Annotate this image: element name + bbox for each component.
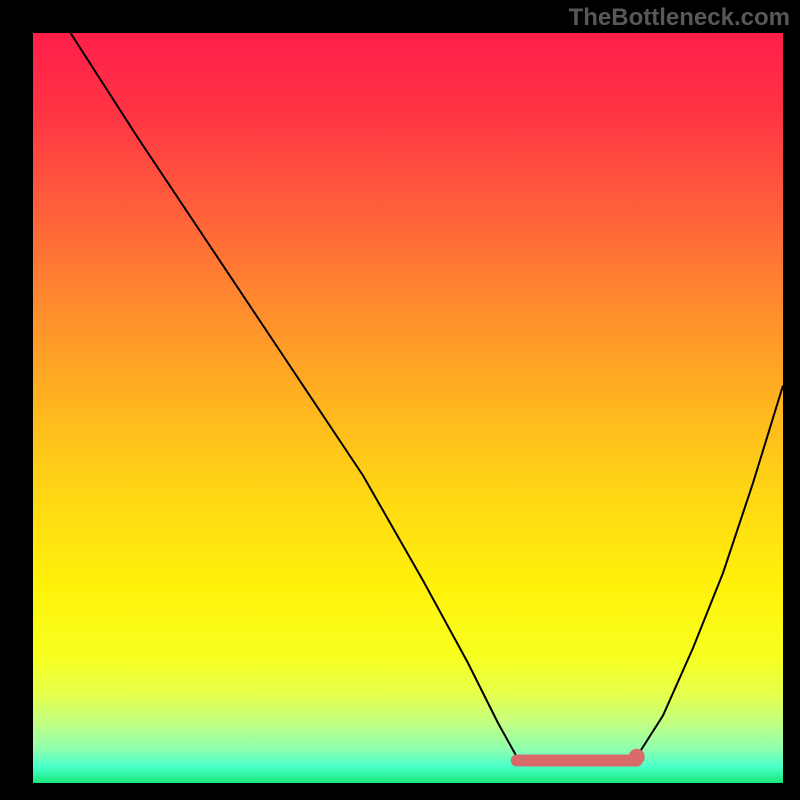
curve-left-branch [71, 33, 517, 757]
bottleneck-curve [33, 33, 783, 783]
curve-right-branch [637, 386, 783, 757]
chart-plot-area [33, 33, 783, 783]
curve-flat-end-dot [629, 749, 645, 765]
watermark-text: TheBottleneck.com [569, 4, 790, 32]
